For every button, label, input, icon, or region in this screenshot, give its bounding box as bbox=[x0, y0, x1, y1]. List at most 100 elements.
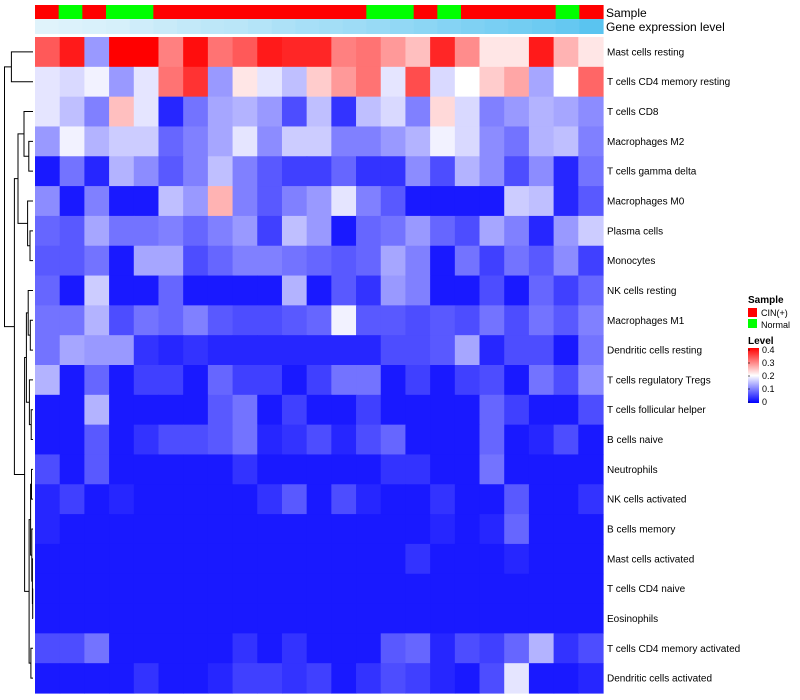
row-label: T cells CD8 bbox=[607, 107, 659, 118]
heatmap-cell bbox=[430, 603, 456, 634]
heatmap-cell bbox=[84, 663, 110, 694]
expression-annotation-cell bbox=[200, 19, 225, 34]
heatmap-cell bbox=[183, 126, 209, 157]
heatmap-cell bbox=[504, 633, 530, 664]
heatmap-cell bbox=[331, 394, 357, 426]
dendrogram-branch bbox=[17, 133, 28, 224]
row-label: Dendritic cells activated bbox=[607, 674, 712, 685]
heatmap-cell bbox=[454, 394, 481, 426]
row-label: Eosinophils bbox=[607, 614, 658, 625]
legend-tick-label: 0.2 bbox=[762, 371, 775, 381]
heatmap-cell bbox=[380, 633, 407, 664]
heatmap-cell bbox=[257, 573, 283, 605]
heatmap-cell bbox=[380, 365, 407, 396]
annotation-label-expression: Gene expression level bbox=[606, 20, 725, 34]
heatmap-cell bbox=[578, 365, 604, 396]
heatmap-cell bbox=[158, 365, 184, 396]
heatmap-cell bbox=[454, 156, 481, 187]
sample-annotation-cell bbox=[200, 5, 225, 19]
heatmap-cell bbox=[306, 96, 332, 128]
sample-annotation-cell bbox=[224, 5, 249, 19]
heatmap-cell bbox=[35, 335, 61, 366]
heatmap-cell bbox=[528, 126, 555, 157]
heatmap-cell bbox=[405, 275, 431, 306]
heatmap-cell bbox=[158, 335, 184, 366]
heatmap-cell bbox=[504, 245, 530, 277]
heatmap-cell bbox=[35, 424, 61, 456]
heatmap-cell bbox=[405, 365, 431, 396]
sample-annotation-cell bbox=[271, 5, 296, 19]
heatmap-cell bbox=[207, 245, 234, 277]
heatmap-cell bbox=[232, 156, 258, 187]
heatmap-cell bbox=[380, 543, 407, 575]
heatmap-cell bbox=[553, 37, 579, 68]
heatmap-cell bbox=[356, 633, 382, 664]
heatmap-cell bbox=[232, 96, 258, 128]
heatmap-cell bbox=[35, 454, 61, 485]
heatmap-cell bbox=[109, 454, 135, 485]
heatmap-cell bbox=[183, 66, 209, 98]
heatmap-cell bbox=[207, 573, 234, 605]
sample-annotation-cell bbox=[342, 5, 367, 19]
heatmap-cell bbox=[578, 37, 604, 68]
heatmap-cell bbox=[553, 335, 579, 366]
heatmap-cell bbox=[504, 186, 530, 217]
heatmap-cell bbox=[59, 186, 85, 217]
heatmap-cell bbox=[528, 96, 555, 128]
heatmap-cell bbox=[405, 245, 431, 277]
heatmap-cell bbox=[405, 484, 431, 515]
row-label: B cells memory bbox=[607, 525, 675, 536]
legend-label-cin: CIN(+) bbox=[761, 308, 788, 318]
heatmap-cell bbox=[158, 573, 184, 605]
legend-swatch-cin bbox=[748, 308, 757, 317]
heatmap-cell bbox=[331, 573, 357, 605]
heatmap-cell bbox=[331, 215, 357, 247]
heatmap-cell bbox=[207, 365, 234, 396]
heatmap-cell bbox=[158, 186, 184, 217]
row-label: B cells naive bbox=[607, 435, 664, 446]
heatmap-cell bbox=[257, 633, 283, 664]
heatmap-cell bbox=[59, 66, 85, 98]
heatmap-cell bbox=[133, 603, 160, 634]
heatmap-cell bbox=[578, 275, 604, 306]
heatmap-cell bbox=[504, 394, 530, 426]
heatmap-cell bbox=[578, 215, 604, 247]
heatmap-cell bbox=[553, 156, 579, 187]
heatmap-cell bbox=[331, 454, 357, 485]
heatmap-cell bbox=[528, 186, 555, 217]
heatmap-cell bbox=[257, 156, 283, 187]
heatmap-cell bbox=[479, 633, 505, 664]
heatmap-cell bbox=[232, 305, 258, 336]
heatmap-cell bbox=[232, 335, 258, 366]
heatmap-cell bbox=[84, 335, 110, 366]
heatmap-cell bbox=[158, 454, 184, 485]
heatmap-cell bbox=[454, 37, 481, 68]
heatmap-cell bbox=[35, 394, 61, 426]
heatmap-cell bbox=[553, 663, 579, 694]
heatmap-cell bbox=[59, 365, 85, 396]
heatmap-cell bbox=[430, 66, 456, 98]
heatmap-cell bbox=[109, 573, 135, 605]
heatmap-cell bbox=[183, 96, 209, 128]
dendrogram-branch bbox=[30, 647, 33, 679]
heatmap-cell bbox=[207, 543, 234, 575]
heatmap-cell bbox=[257, 66, 283, 98]
heatmap-cell bbox=[430, 543, 456, 575]
heatmap-cell bbox=[133, 215, 160, 247]
heatmap-cell bbox=[59, 305, 85, 336]
heatmap-cell bbox=[528, 543, 555, 575]
heatmap-cell bbox=[504, 484, 530, 515]
heatmap-cell bbox=[59, 126, 85, 157]
heatmap-cell bbox=[281, 96, 308, 128]
heatmap-cell bbox=[331, 663, 357, 694]
heatmap-cell bbox=[578, 633, 604, 664]
heatmap-cell bbox=[553, 365, 579, 396]
heatmap-cell bbox=[578, 186, 604, 217]
heatmap-cell bbox=[479, 543, 505, 575]
heatmap-cell bbox=[257, 454, 283, 485]
heatmap-cell bbox=[84, 126, 110, 157]
heatmap-cell bbox=[281, 66, 308, 98]
sample-annotation-cell bbox=[153, 5, 178, 19]
heatmap-cell bbox=[35, 603, 61, 634]
expression-annotation-cell bbox=[342, 19, 367, 34]
